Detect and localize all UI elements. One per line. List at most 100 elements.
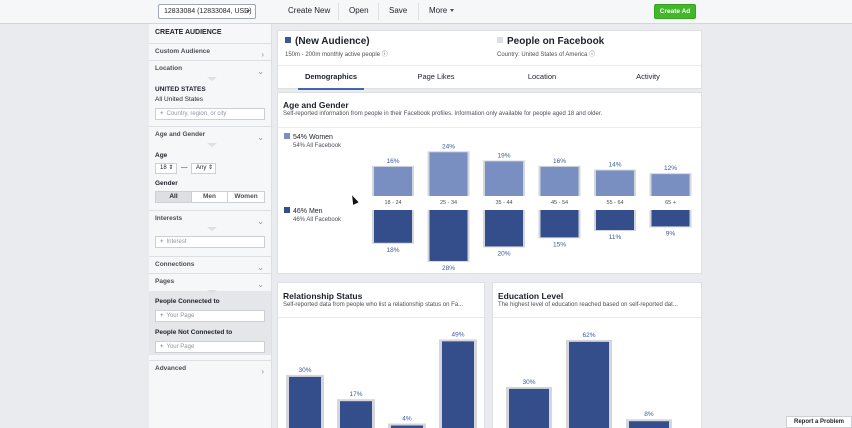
- age-gender-chart: 16% 18 - 24 18% 24% 25 - 34 28% 19% 35 - 44 20% 1…: [372, 143, 692, 272]
- chevron-down-icon: ⌄: [257, 133, 264, 142]
- men-legend: 46% Men: [284, 207, 323, 215]
- men-data-label: 9%: [666, 230, 676, 237]
- women-swatch: [284, 133, 290, 139]
- location-input[interactable]: + Country, region, or city: [155, 108, 265, 120]
- chevron-down-icon: ⌄: [257, 217, 264, 226]
- insights-tabs: Demographics Page Likes Location Activit…: [278, 65, 701, 90]
- gender-all-button[interactable]: All: [155, 191, 192, 203]
- men-all-facebook: 46% All Facebook: [293, 217, 342, 223]
- gender-label: Gender: [155, 180, 178, 187]
- relationship-chart: 30% 17% 4% 49%: [286, 331, 477, 428]
- women-all-facebook: 54% All Facebook: [293, 143, 342, 149]
- location-placeholder: Country, region, or city: [166, 111, 227, 117]
- age-min-value: 18: [160, 165, 167, 171]
- sidebar-item-location[interactable]: Location ⌄: [149, 60, 271, 77]
- chevron-right-icon: ›: [261, 50, 264, 59]
- data-label: 49%: [451, 331, 464, 338]
- data-label: 4%: [402, 416, 412, 423]
- men-bar: [485, 210, 523, 247]
- sidebar-item-label: Interests: [155, 215, 183, 222]
- age-category-label: 55 - 64: [606, 200, 623, 206]
- open-button[interactable]: Open: [349, 6, 369, 15]
- audience-swatch: [285, 37, 291, 43]
- section-divider: [278, 317, 484, 318]
- pof-country-text: Country: United States of America: [497, 52, 588, 58]
- info-icon[interactable]: ⓘ: [589, 52, 596, 58]
- age-gender-title: Age and Gender: [283, 100, 349, 110]
- gender-women-button[interactable]: Women: [227, 191, 265, 203]
- data-label: 30%: [522, 379, 535, 386]
- data-label: 30%: [298, 367, 311, 374]
- education-card: Education Level The highest level of edu…: [492, 282, 702, 428]
- account-select-value: 12833084 (12833084, USD): [164, 8, 252, 15]
- women-data-label: 19%: [497, 152, 510, 159]
- age-category-label: 18 - 24: [384, 200, 401, 206]
- age-category-label: 45 - 54: [551, 200, 568, 206]
- info-icon[interactable]: ⓘ: [381, 52, 388, 58]
- age-max-select[interactable]: Any ⇕: [191, 163, 216, 174]
- connected-page-input[interactable]: + Your Page: [155, 310, 265, 322]
- chevron-down-icon: ⌄: [257, 67, 264, 76]
- age-min-select[interactable]: 18 ⇕: [155, 163, 177, 174]
- audience-header: (New Audience) 150m - 200m monthly activ…: [277, 30, 702, 90]
- men-data-label: 11%: [609, 234, 622, 241]
- women-legend-label: 54% Women: [293, 134, 333, 141]
- save-button[interactable]: Save: [389, 6, 408, 15]
- audience-size-text: 150m - 200m monthly active people: [285, 52, 381, 58]
- age-label: Age: [155, 152, 168, 159]
- sidebar-item-pages[interactable]: Pages ⌄: [149, 273, 271, 290]
- tab-location[interactable]: Location: [527, 72, 557, 81]
- relationship-card: Relationship Status Self-reported data f…: [277, 282, 485, 428]
- section-notch: [207, 143, 217, 147]
- section-divider: [493, 317, 701, 318]
- sidebar-item-age-gender[interactable]: Age and Gender ⌄: [149, 126, 271, 143]
- gender-men-button[interactable]: Men: [191, 191, 228, 203]
- sidebar-item-connections[interactable]: Connections ⌄: [149, 256, 271, 273]
- sidebar-item-interests[interactable]: Interests ⌄: [149, 210, 271, 227]
- education-subtitle: The highest level of education reached b…: [498, 302, 678, 308]
- interest-input[interactable]: + Interest: [155, 236, 265, 248]
- men-bar: [540, 210, 579, 238]
- sidebar-item-advanced[interactable]: Advanced ›: [149, 360, 271, 377]
- age-category-label: 65 +: [665, 200, 676, 206]
- women-bar: [374, 166, 412, 196]
- people-not-connected-label: People Not Connected to: [155, 329, 233, 336]
- age-gender-subtitle: Self-reported information from people in…: [283, 111, 603, 117]
- men-data-label: 28%: [442, 265, 455, 272]
- men-legend-label: 46% Men: [293, 208, 323, 215]
- stepper-icon: ⇕: [208, 165, 214, 171]
- tab-activity[interactable]: Activity: [636, 72, 660, 81]
- sidebar-item-label: Pages: [155, 278, 175, 285]
- women-data-label: 14%: [608, 162, 621, 169]
- data-bar: [340, 401, 372, 428]
- tab-demographics[interactable]: Demographics: [298, 66, 364, 90]
- men-swatch: [284, 207, 290, 213]
- audience-name-text: (New Audience): [295, 36, 370, 47]
- not-connected-page-input[interactable]: + Your Page: [155, 341, 265, 353]
- men-bar: [596, 210, 634, 231]
- sidebar-item-label: Advanced: [155, 365, 187, 372]
- women-data-label: 12%: [664, 165, 677, 172]
- section-notch: [207, 290, 217, 294]
- plus-icon: +: [160, 344, 164, 350]
- tab-page-likes[interactable]: Page Likes: [417, 72, 455, 81]
- report-problem-button[interactable]: Report a Problem: [786, 416, 852, 428]
- sidebar-item-custom-audience[interactable]: Custom Audience ›: [149, 43, 271, 60]
- women-bar: [540, 166, 579, 196]
- audience-name: (New Audience): [285, 36, 370, 47]
- section-notch: [207, 227, 217, 231]
- create-new-button[interactable]: Create New: [288, 6, 331, 15]
- chevron-down-icon: [246, 10, 250, 13]
- age-gender-card: Age and Gender Self-reported information…: [277, 92, 702, 274]
- data-bar: [509, 388, 549, 428]
- more-button[interactable]: More: [429, 5, 455, 17]
- account-select[interactable]: 12833084 (12833084, USD): [158, 4, 256, 19]
- create-ad-button[interactable]: Create Ad: [654, 4, 696, 19]
- connected-page-placeholder: Your Page: [166, 313, 195, 319]
- age-max-value: Any: [196, 165, 207, 171]
- audience-size: 150m - 200m monthly active people ⓘ: [285, 49, 388, 58]
- data-label: 17%: [349, 391, 362, 398]
- sidebar-item-label: Age and Gender: [155, 131, 206, 138]
- pof-title-text: People on Facebook: [507, 36, 605, 47]
- chevron-right-icon: ›: [261, 367, 264, 376]
